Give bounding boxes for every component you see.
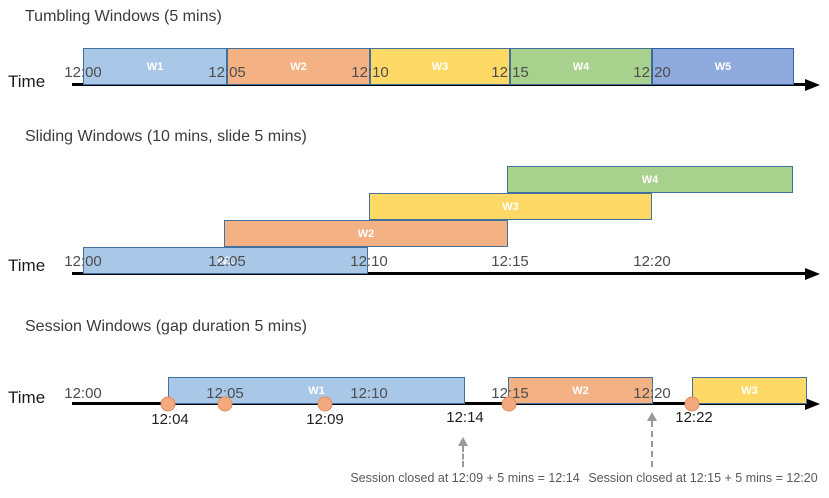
tumbling-window-w2: W2 xyxy=(227,48,370,85)
sliding-timeline-arrowhead-icon xyxy=(805,267,820,280)
session-tick-12-15: 12:15 xyxy=(491,385,529,402)
sliding-window-w4-label: W4 xyxy=(641,173,659,186)
tumbling-tick-12-00: 12:00 xyxy=(64,64,102,81)
sliding-window-w2-label: W2 xyxy=(357,227,375,240)
sliding-timeline xyxy=(72,272,806,275)
annotation-arrow-2-head-icon xyxy=(647,412,657,421)
sliding-tick-12-05: 12:05 xyxy=(208,253,246,270)
annotation-arrow-1-line xyxy=(462,446,464,467)
tumbling-window-w3: W3 xyxy=(370,48,510,85)
session-annotation-2: Session closed at 12:15 + 5 mins = 12:20 xyxy=(588,471,818,485)
session-title: Session Windows (gap duration 5 mins) xyxy=(25,318,307,335)
tumbling-window-w1-label: W1 xyxy=(146,60,164,73)
session-tick-12-20: 12:20 xyxy=(633,385,671,402)
tumbling-window-w2-label: W2 xyxy=(290,60,307,73)
session-event-label-12-14: 12:14 xyxy=(446,409,484,426)
sliding-time-label: Time xyxy=(8,256,46,275)
session-tick-12-10: 12:10 xyxy=(350,385,388,402)
tumbling-title: Tumbling Windows (5 mins) xyxy=(25,8,222,25)
session-timeline-arrowhead-icon xyxy=(805,397,820,410)
session-tick-12-00: 12:00 xyxy=(64,385,102,402)
tumbling-window-w1: W1 xyxy=(83,48,227,85)
session-annotation-1: Session closed at 12:09 + 5 mins = 12:14 xyxy=(350,471,580,485)
event-dot-12-05 xyxy=(217,396,233,412)
tumbling-window-w3-label: W3 xyxy=(431,60,449,73)
annotation-arrow-2-line xyxy=(651,421,653,467)
event-dot-12-15 xyxy=(501,396,517,412)
sliding-window-w3-label: W3 xyxy=(502,200,519,213)
tumbling-window-w4-label: W4 xyxy=(572,60,590,73)
session-window-w2: W2 xyxy=(508,377,653,404)
tumbling-timeline-arrowhead-icon xyxy=(805,78,820,91)
tumbling-tick-12-15: 12:15 xyxy=(491,64,529,81)
tumbling-time-label: Time xyxy=(8,72,46,91)
session-window-w1-label: W1 xyxy=(308,384,325,397)
tumbling-window-w5-label: W5 xyxy=(714,60,732,73)
tumbling-tick-12-05: 12:05 xyxy=(208,64,246,81)
session-event-label-12-09: 12:09 xyxy=(306,411,344,428)
tumbling-tick-12-20: 12:20 xyxy=(633,64,671,81)
sliding-window-w2: W2 xyxy=(224,220,508,247)
session-window-w3-label: W3 xyxy=(741,384,758,397)
event-dot-12-09 xyxy=(317,396,333,412)
sliding-window-w4: W4 xyxy=(507,166,793,193)
tumbling-window-w5: W5 xyxy=(652,48,794,85)
session-tick-12-05: 12:05 xyxy=(206,385,244,402)
sliding-title: Sliding Windows (10 mins, slide 5 mins) xyxy=(25,128,307,145)
session-event-label-12-04: 12:04 xyxy=(151,411,189,428)
session-window-w3: W3 xyxy=(692,377,807,404)
session-event-label-12-22: 12:22 xyxy=(675,409,713,426)
session-window-w2-label: W2 xyxy=(572,384,589,397)
sliding-window-w3: W3 xyxy=(369,193,652,220)
annotation-arrow-1-head-icon xyxy=(458,437,468,446)
tumbling-tick-12-10: 12:10 xyxy=(351,64,389,81)
tumbling-window-w4: W4 xyxy=(510,48,652,85)
sliding-tick-12-00: 12:00 xyxy=(64,253,102,270)
sliding-window-w1: W1 xyxy=(83,247,368,274)
sliding-tick-12-20: 12:20 xyxy=(633,253,671,270)
event-dot-12-22 xyxy=(684,396,700,412)
event-dot-12-04 xyxy=(160,396,176,412)
sliding-tick-12-10: 12:10 xyxy=(350,253,388,270)
session-time-label: Time xyxy=(8,388,46,407)
sliding-window-w1-label: W1 xyxy=(217,254,234,267)
sliding-tick-12-15: 12:15 xyxy=(491,253,529,270)
